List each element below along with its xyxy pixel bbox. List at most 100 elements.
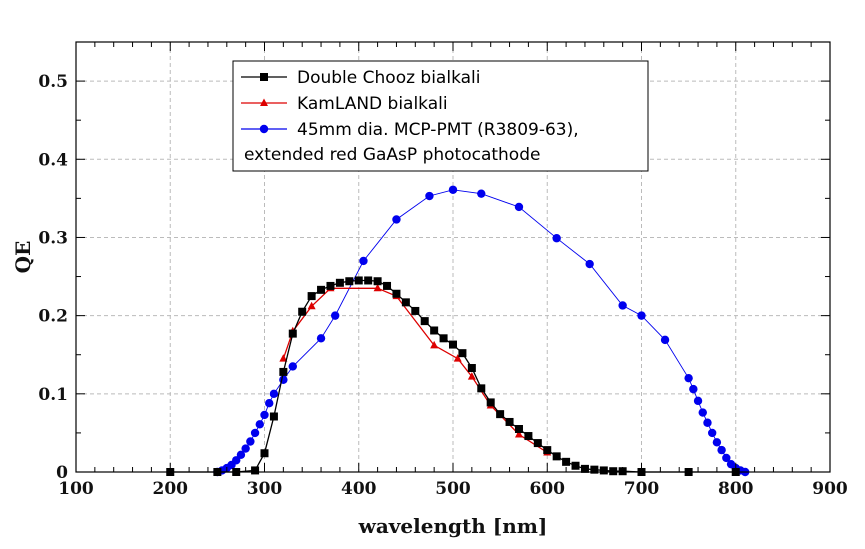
data-point <box>722 453 731 463</box>
y-axis-title: QE <box>11 241 35 274</box>
x-tick-label: 900 <box>812 479 848 499</box>
data-point <box>467 364 476 373</box>
data-point <box>307 301 316 310</box>
data-point <box>562 457 571 466</box>
series-double-chooz <box>166 276 740 476</box>
data-point <box>618 301 627 310</box>
data-point <box>458 349 467 358</box>
data-point <box>712 438 722 447</box>
data-point <box>392 215 401 224</box>
x-tick-label: 500 <box>435 479 471 499</box>
legend-marker <box>259 124 269 134</box>
data-point <box>453 354 462 362</box>
data-point <box>496 410 505 419</box>
legend-box <box>232 60 649 172</box>
data-point <box>317 285 326 294</box>
data-point <box>232 456 241 465</box>
data-point <box>236 450 246 459</box>
data-point <box>251 466 260 475</box>
x-tick-label: 400 <box>341 479 377 499</box>
data-point <box>255 420 264 429</box>
legend: Double Chooz bialkali KamLAND bialkali 4… <box>232 60 649 172</box>
data-point <box>411 306 420 315</box>
data-point <box>552 452 561 461</box>
data-point <box>269 389 279 399</box>
data-point <box>609 467 618 476</box>
data-point <box>571 461 580 470</box>
data-point <box>401 298 410 307</box>
data-point <box>477 384 486 393</box>
data-point <box>439 334 448 343</box>
data-point <box>246 437 255 446</box>
data-point <box>269 412 278 421</box>
data-point <box>552 234 561 243</box>
x-tick-labels: 100 200 300 400 500 600 700 800 900 <box>58 479 848 499</box>
data-point <box>307 292 316 301</box>
data-point <box>543 446 552 455</box>
legend-label-double-chooz: Double Chooz bialkali <box>297 68 480 88</box>
data-point <box>430 326 439 335</box>
data-point <box>373 277 382 286</box>
data-point <box>514 429 523 438</box>
data-point <box>241 444 250 453</box>
legend-symbols <box>241 73 287 134</box>
data-point <box>486 398 495 407</box>
data-point <box>288 329 297 338</box>
data-point <box>449 340 457 349</box>
data-point <box>660 335 670 345</box>
data-point <box>373 283 382 292</box>
x-tick-label: 100 <box>58 479 94 499</box>
data-point <box>693 396 703 406</box>
data-point <box>260 410 269 420</box>
legend-label-mcp-pmt: 45mm dia. MCP-PMT (R3809-63), <box>297 120 579 140</box>
y-tick-label: 0.3 <box>38 228 68 248</box>
series-line <box>282 287 548 454</box>
data-point <box>689 384 698 394</box>
y-tick-label: 0.4 <box>38 150 68 170</box>
y-tick-label: 0.1 <box>38 385 68 405</box>
y-tick-labels: 0 0.1 0.2 0.3 0.4 0.5 <box>38 72 68 483</box>
data-point <box>250 428 260 438</box>
data-point <box>383 281 392 290</box>
y-tick-label: 0.2 <box>38 307 68 327</box>
x-tick-label: 300 <box>247 479 283 499</box>
data-point <box>330 311 340 320</box>
data-point <box>298 307 307 316</box>
tick-marks <box>75 42 831 473</box>
data-point <box>260 449 269 458</box>
x-tick-label: 600 <box>530 479 566 499</box>
data-point <box>707 428 717 438</box>
data-point <box>425 191 434 201</box>
data-point <box>430 340 439 349</box>
x-axis-title: wavelength [nm] <box>358 514 548 538</box>
y-tick-label: 0.5 <box>38 72 68 92</box>
x-tick-label: 800 <box>718 479 754 499</box>
data-point <box>335 278 344 287</box>
data-point <box>533 439 542 448</box>
legend-label-mcp-pmt-line2: extended red GaAsP photocathode <box>244 145 540 165</box>
legend-marker <box>260 73 268 81</box>
legend-marker <box>260 98 268 106</box>
data-point <box>448 185 458 194</box>
data-point <box>359 256 368 266</box>
data-point <box>590 465 599 474</box>
series-mcp-pmt <box>213 185 750 477</box>
data-point <box>477 189 486 198</box>
data-point <box>288 362 297 371</box>
data-point <box>326 281 335 290</box>
data-point <box>354 276 363 285</box>
data-point <box>637 311 646 320</box>
x-tick-label: 700 <box>624 479 660 499</box>
data-point <box>392 289 401 298</box>
data-point <box>364 276 373 285</box>
data-point <box>279 354 288 362</box>
data-point <box>524 432 533 441</box>
data-point <box>514 425 523 433</box>
data-point <box>265 399 274 408</box>
data-point <box>514 202 524 212</box>
data-point <box>585 259 594 269</box>
data-point <box>345 277 354 286</box>
data-point <box>717 445 726 455</box>
data-point <box>420 317 429 326</box>
data-point <box>698 408 707 417</box>
